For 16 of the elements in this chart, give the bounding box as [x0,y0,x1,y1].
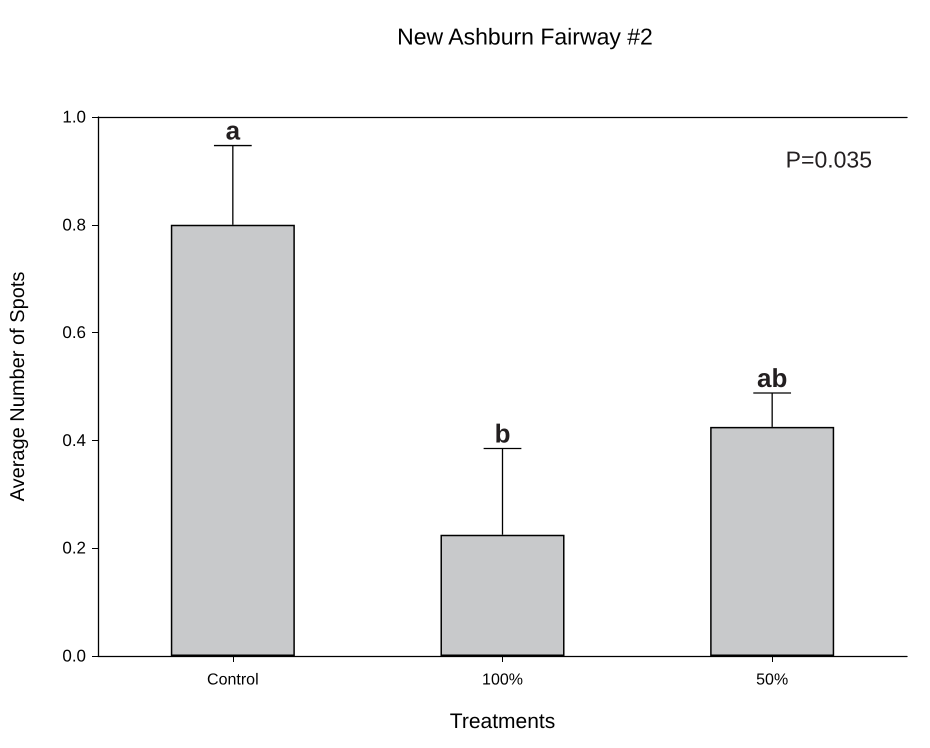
y-tick-label: 1.0 [62,108,86,126]
x-axis-title: Treatments [450,710,556,733]
y-tick-label: 0.6 [62,323,86,342]
x-tick-label: 50% [756,672,788,688]
y-tick-label: 0.8 [62,215,86,234]
x-tick-label: Control [207,672,259,688]
annotation: b [494,418,510,448]
y-axis-title: Average Number of Spots [7,272,29,502]
annotation: ab [756,362,788,393]
y-tick-label: 0.0 [62,646,86,666]
y-tick-label: 0.4 [62,430,86,450]
x-tick-label: 100% [482,672,523,688]
annotation: a [226,116,241,146]
chart-title: New Ashburn Fairway #2 [397,24,653,50]
annotation: P=0.035 [786,146,872,172]
y-tick-label: 0.2 [62,538,86,558]
